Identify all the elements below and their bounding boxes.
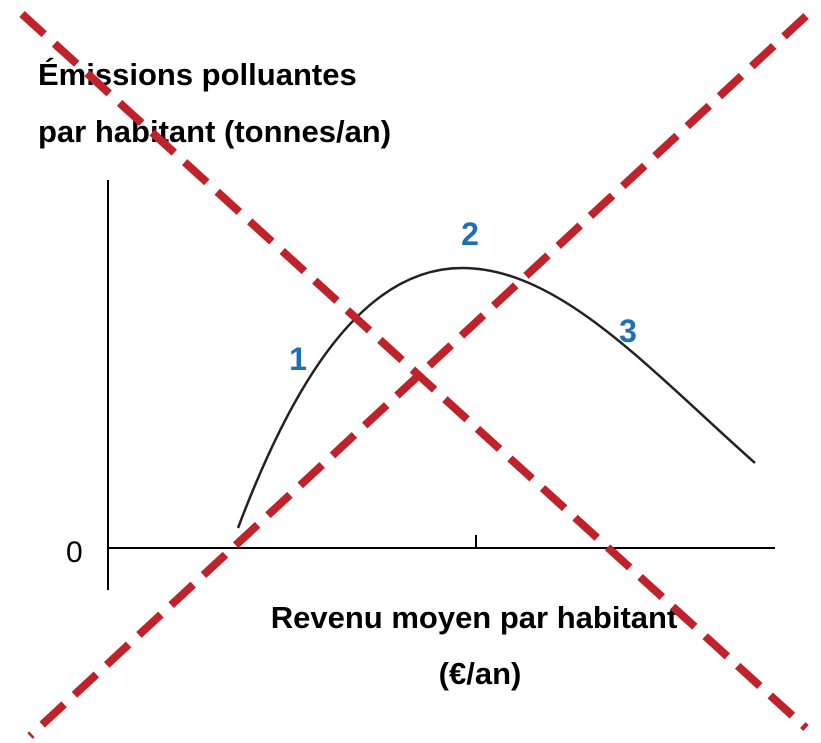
y-axis-label-line: par habitant (tonnes/an) [38,114,391,149]
cross-line [19,11,809,731]
origin-label: 0 [66,536,83,569]
phase-label: 1 [289,341,307,377]
phase-label: 2 [461,216,479,252]
y-axis-label-line: Émissions polluantes [38,57,357,92]
x-axis-label-line: Revenu moyen par habitant [271,600,678,635]
x-axis-label-line: (€/an) [439,656,522,691]
phase-label: 3 [619,313,637,349]
kuznets-curve [236,266,756,529]
cross-line [27,13,809,739]
